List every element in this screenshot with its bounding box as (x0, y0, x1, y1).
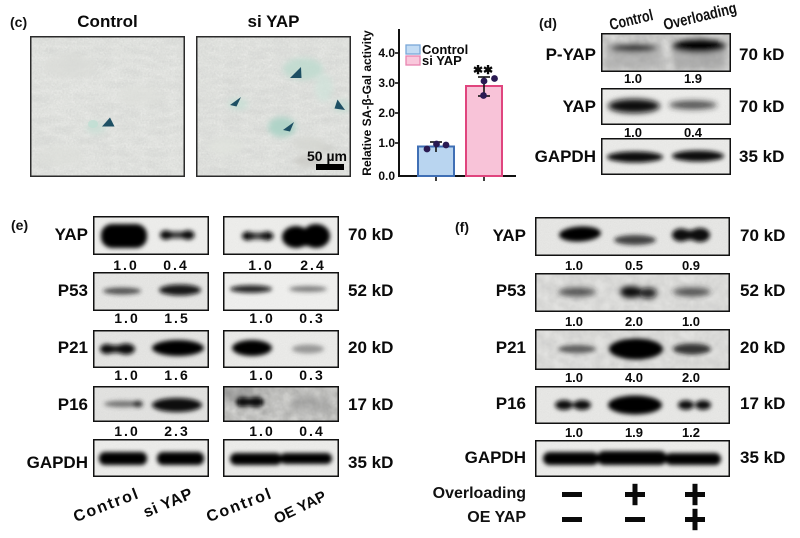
svg-text:Control: Control (422, 42, 468, 57)
svg-text:si YAP: si YAP (422, 53, 462, 68)
svg-text:Relative SA-β-Gal activity: Relative SA-β-Gal activity (360, 30, 374, 176)
svg-text:50 µm: 50 µm (307, 148, 347, 164)
svg-text:2.0: 2.0 (378, 106, 395, 120)
svg-text:3.0: 3.0 (378, 76, 395, 90)
svg-text:0.0: 0.0 (378, 169, 395, 183)
svg-text:✱✱: ✱✱ (473, 63, 493, 77)
svg-text:1.0: 1.0 (378, 136, 395, 150)
svg-text:4.0: 4.0 (378, 46, 395, 60)
